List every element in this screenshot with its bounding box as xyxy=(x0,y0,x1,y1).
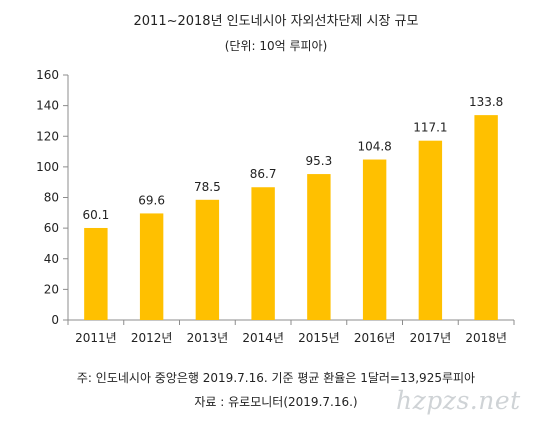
y-tick-label: 120 xyxy=(36,129,59,143)
data-label: 60.1 xyxy=(83,208,110,222)
x-tick-label: 2012년 xyxy=(131,331,173,345)
bar xyxy=(418,140,443,320)
bar xyxy=(195,199,220,320)
x-tick-label: 2015년 xyxy=(298,331,340,345)
y-tick-label: 100 xyxy=(36,160,59,174)
bar-chart: 0 20 40 60 80 100 120 140 160 60.1 2011년 69.6 2012년 7… xyxy=(36,68,515,345)
chart-subtitle: (단위: 10억 루피아) xyxy=(224,39,328,53)
watermark-text: hzpzs.net xyxy=(396,386,521,415)
bar xyxy=(84,227,108,320)
y-tick-label: 140 xyxy=(36,99,59,113)
y-tick-label: 0 xyxy=(51,313,59,327)
data-label: 69.6 xyxy=(138,193,165,207)
data-label: 95.3 xyxy=(306,154,333,168)
x-tick-label: 2013년 xyxy=(187,331,229,345)
x-tick-label: 2011년 xyxy=(75,331,117,345)
x-tick-label: 2014년 xyxy=(242,331,284,345)
y-tick-label: 20 xyxy=(44,282,59,296)
bar xyxy=(251,187,275,320)
bar xyxy=(307,174,331,320)
x-tick-label: 2018년 xyxy=(465,331,507,345)
source-note: 자료 : 유로모니터(2019.7.16.) xyxy=(194,395,358,409)
bar xyxy=(474,115,498,321)
footnote: 주: 인도네시아 중앙은행 2019.7.16. 기준 평균 환율은 1달러=1… xyxy=(76,371,476,385)
bar xyxy=(362,159,387,320)
data-label: 104.8 xyxy=(357,140,391,154)
y-tick-label: 80 xyxy=(44,191,59,205)
data-label: 133.8 xyxy=(469,95,503,109)
y-tick-label: 160 xyxy=(36,68,59,82)
bar xyxy=(139,213,164,320)
y-tick-label: 60 xyxy=(44,221,59,235)
y-tick-label: 40 xyxy=(44,252,59,266)
chart-title: 2011~2018년 인도네시아 자외선차단제 시장 규모 xyxy=(133,14,419,29)
data-label: 78.5 xyxy=(194,180,221,194)
data-label: 86.7 xyxy=(250,167,277,181)
x-tick-label: 2016년 xyxy=(354,331,396,345)
data-label: 117.1 xyxy=(413,121,447,135)
x-tick-label: 2017년 xyxy=(410,331,452,345)
